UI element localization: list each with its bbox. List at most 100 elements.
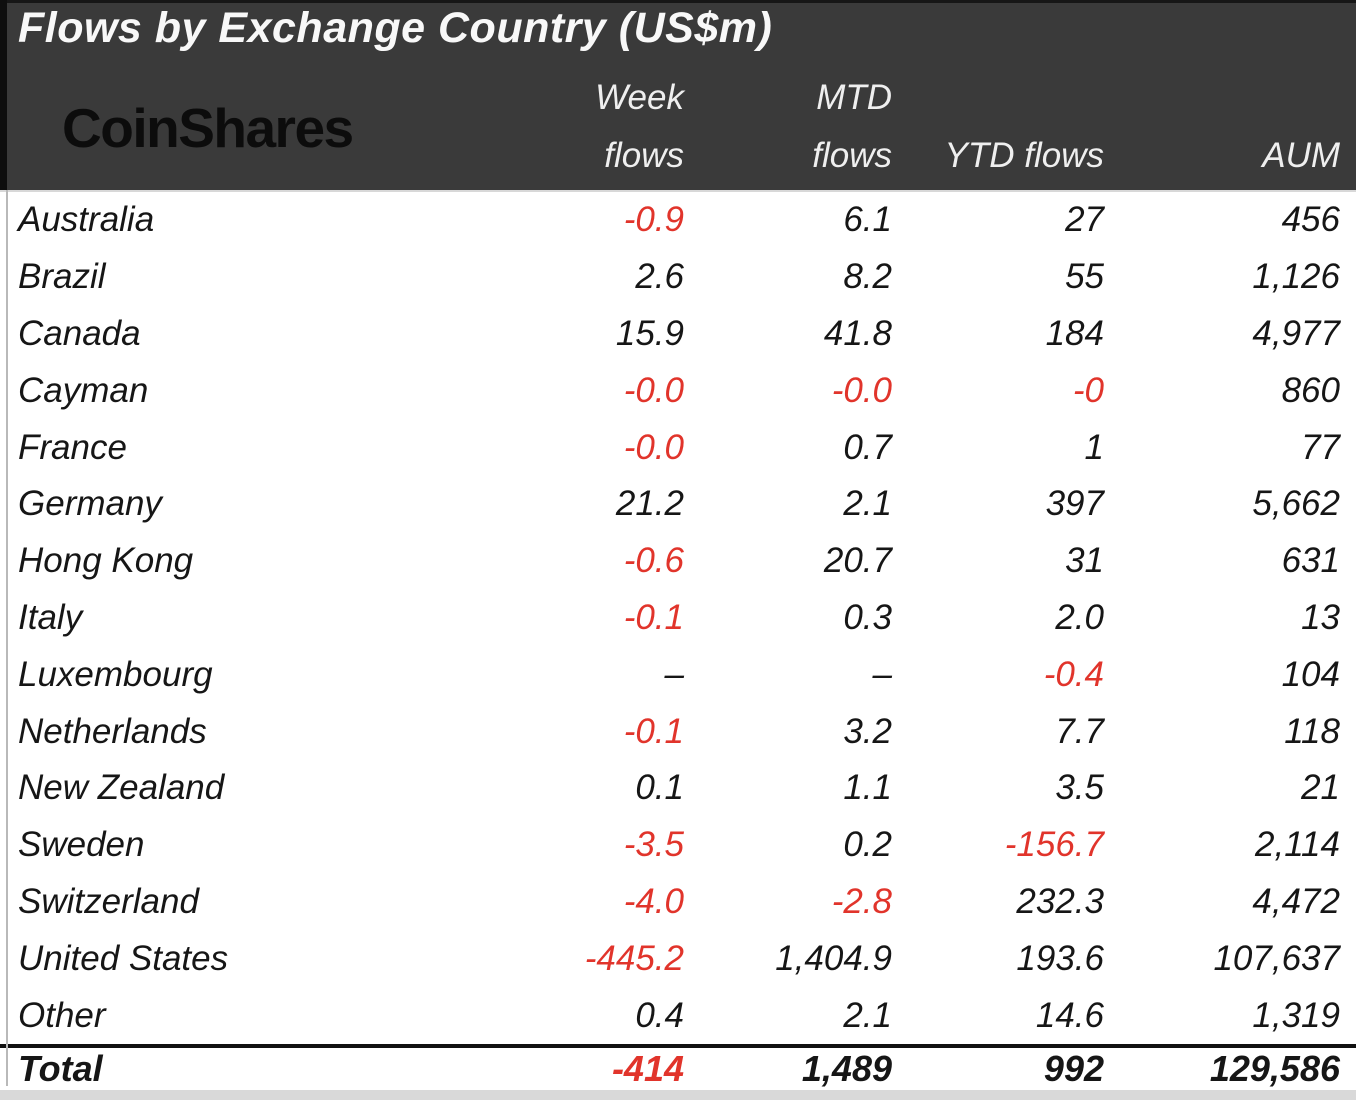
table-row: Cayman -0.0 -0.0 -0 860 [0, 362, 1356, 420]
week-flows-value: -0.1 [623, 711, 684, 751]
country-label: Switzerland [18, 881, 199, 921]
country-label: Other [18, 995, 106, 1035]
total-label: Total [18, 1048, 103, 1090]
total-mtd-flows-value: 1,489 [801, 1048, 892, 1090]
mtd-flows-value: 1,404.9 [775, 938, 892, 978]
week-flows-value: -3.5 [623, 825, 684, 865]
total-aum-value: 129,586 [1209, 1048, 1340, 1090]
table-row: Luxembourg – – -0.4 104 [0, 646, 1356, 704]
coinshares-logo: CoinShares [62, 97, 354, 159]
mtd-flows-value: – [872, 654, 892, 694]
mtd-flows-value: 2.1 [843, 484, 892, 524]
ytd-flows-value: 397 [1045, 484, 1104, 524]
country-label: Hong Kong [18, 541, 194, 581]
page-title: Flows by Exchange Country (US$m) [18, 4, 773, 52]
week-flows-value: -0.0 [623, 370, 684, 410]
mtd-flows-value: -2.8 [831, 881, 892, 921]
ytd-flows-value: -0.4 [1043, 654, 1104, 694]
country-label: Germany [18, 484, 162, 524]
col-header-mtd-flows: MTD flows [812, 78, 892, 175]
table-row: United States -445.2 1,404.9 193.6 107,6… [0, 930, 1356, 988]
week-flows-value: 21.2 [615, 484, 684, 524]
mtd-flows-value: 8.2 [843, 257, 892, 297]
aum-value: 5,662 [1252, 484, 1340, 524]
ytd-flows-value: 1 [1084, 427, 1104, 467]
week-flows-value: 15.9 [615, 313, 684, 353]
table-row: France -0.0 0.7 1 77 [0, 419, 1356, 476]
table-row: Other 0.4 2.1 14.6 1,319 [0, 987, 1356, 1044]
table-row: Italy -0.1 0.3 2.0 13 [0, 589, 1356, 647]
mtd-flows-value: 0.7 [843, 427, 892, 467]
aum-value: 631 [1281, 541, 1340, 581]
week-flows-value: -0.6 [623, 541, 684, 581]
col-header-week-flows: Week flows [595, 78, 684, 175]
mtd-flows-value: 1.1 [843, 768, 892, 808]
mtd-flows-value: -0.0 [831, 370, 892, 410]
col-header-ytd-flows: YTD flows [944, 136, 1104, 175]
aum-value: 13 [1301, 597, 1340, 637]
aum-value: 860 [1281, 370, 1340, 410]
table-row: Hong Kong -0.6 20.7 31 631 [0, 532, 1356, 590]
bottom-edge-strip [0, 1090, 1356, 1100]
week-flows-value: 0.1 [635, 768, 684, 808]
ytd-flows-value: 2.0 [1055, 597, 1104, 637]
left-body-line [6, 190, 8, 1086]
ytd-flows-value: 7.7 [1055, 711, 1104, 751]
top-edge-line [0, 0, 1356, 3]
total-week-flows-value: -414 [611, 1048, 684, 1090]
ytd-flows-value: 31 [1065, 541, 1104, 581]
mtd-flows-value: 0.2 [843, 825, 892, 865]
aum-value: 21 [1301, 768, 1340, 808]
table-row: New Zealand 0.1 1.1 3.5 21 [0, 759, 1356, 817]
ytd-flows-value: 27 [1065, 200, 1104, 240]
country-label: Sweden [18, 825, 145, 865]
week-flows-value: 2.6 [635, 257, 684, 297]
ytd-flows-value: 3.5 [1055, 768, 1104, 808]
column-headers: Week flows MTD flows YTD flows AUM [0, 68, 1356, 184]
aum-value: 77 [1301, 427, 1340, 467]
country-label: Cayman [18, 370, 149, 410]
aum-value: 118 [1284, 711, 1340, 751]
week-flows-value: – [664, 654, 684, 694]
table-row: Germany 21.2 2.1 397 5,662 [0, 475, 1356, 533]
total-row: Total -414 1,489 992 129,586 [0, 1043, 1356, 1091]
week-flows-value: -0.9 [623, 200, 684, 240]
country-label: New Zealand [18, 768, 225, 808]
table-row: Canada 15.9 41.8 184 4,977 [0, 305, 1356, 363]
country-label: Netherlands [18, 711, 207, 751]
aum-value: 104 [1281, 654, 1340, 694]
mtd-flows-value: 41.8 [823, 313, 892, 353]
table-header: Flows by Exchange Country (US$m) CoinSha… [0, 0, 1356, 190]
mtd-flows-value: 2.1 [843, 995, 892, 1035]
total-ytd-flows-value: 992 [1043, 1048, 1104, 1090]
table-row: Switzerland -4.0 -2.8 232.3 4,472 [0, 873, 1356, 931]
country-label: United States [18, 938, 229, 978]
aum-value: 107,637 [1213, 938, 1340, 978]
country-label: Brazil [18, 257, 106, 297]
col-header-spacer [0, 68, 455, 184]
table-row: Brazil 2.6 8.2 55 1,126 [0, 248, 1356, 306]
aum-value: 2,114 [1255, 825, 1340, 865]
table-row: Sweden -3.5 0.2 -156.7 2,114 [0, 816, 1356, 874]
ytd-flows-value: 193.6 [1016, 938, 1104, 978]
table-row: Netherlands -0.1 3.2 7.7 118 [0, 703, 1356, 760]
ytd-flows-value: -156.7 [1004, 825, 1104, 865]
week-flows-value: -445.2 [584, 938, 684, 978]
ytd-flows-value: -0 [1072, 370, 1104, 410]
country-label: Canada [18, 313, 141, 353]
ytd-flows-value: 184 [1045, 313, 1104, 353]
country-label: Italy [18, 597, 83, 637]
country-label: Luxembourg [18, 654, 213, 694]
country-label: Australia [18, 200, 155, 240]
aum-value: 456 [1281, 200, 1340, 240]
ytd-flows-value: 55 [1065, 257, 1104, 297]
mtd-flows-value: 0.3 [843, 597, 892, 637]
ytd-flows-value: 14.6 [1035, 995, 1104, 1035]
table-body: Australia -0.9 6.1 27 456 Brazil 2.6 8.2… [0, 190, 1356, 1091]
aum-value: 1,319 [1252, 995, 1340, 1035]
week-flows-value: -4.0 [623, 881, 684, 921]
aum-value: 1,126 [1252, 257, 1340, 297]
week-flows-value: 0.4 [635, 995, 684, 1035]
country-label: France [18, 427, 127, 467]
mtd-flows-value: 20.7 [823, 541, 892, 581]
